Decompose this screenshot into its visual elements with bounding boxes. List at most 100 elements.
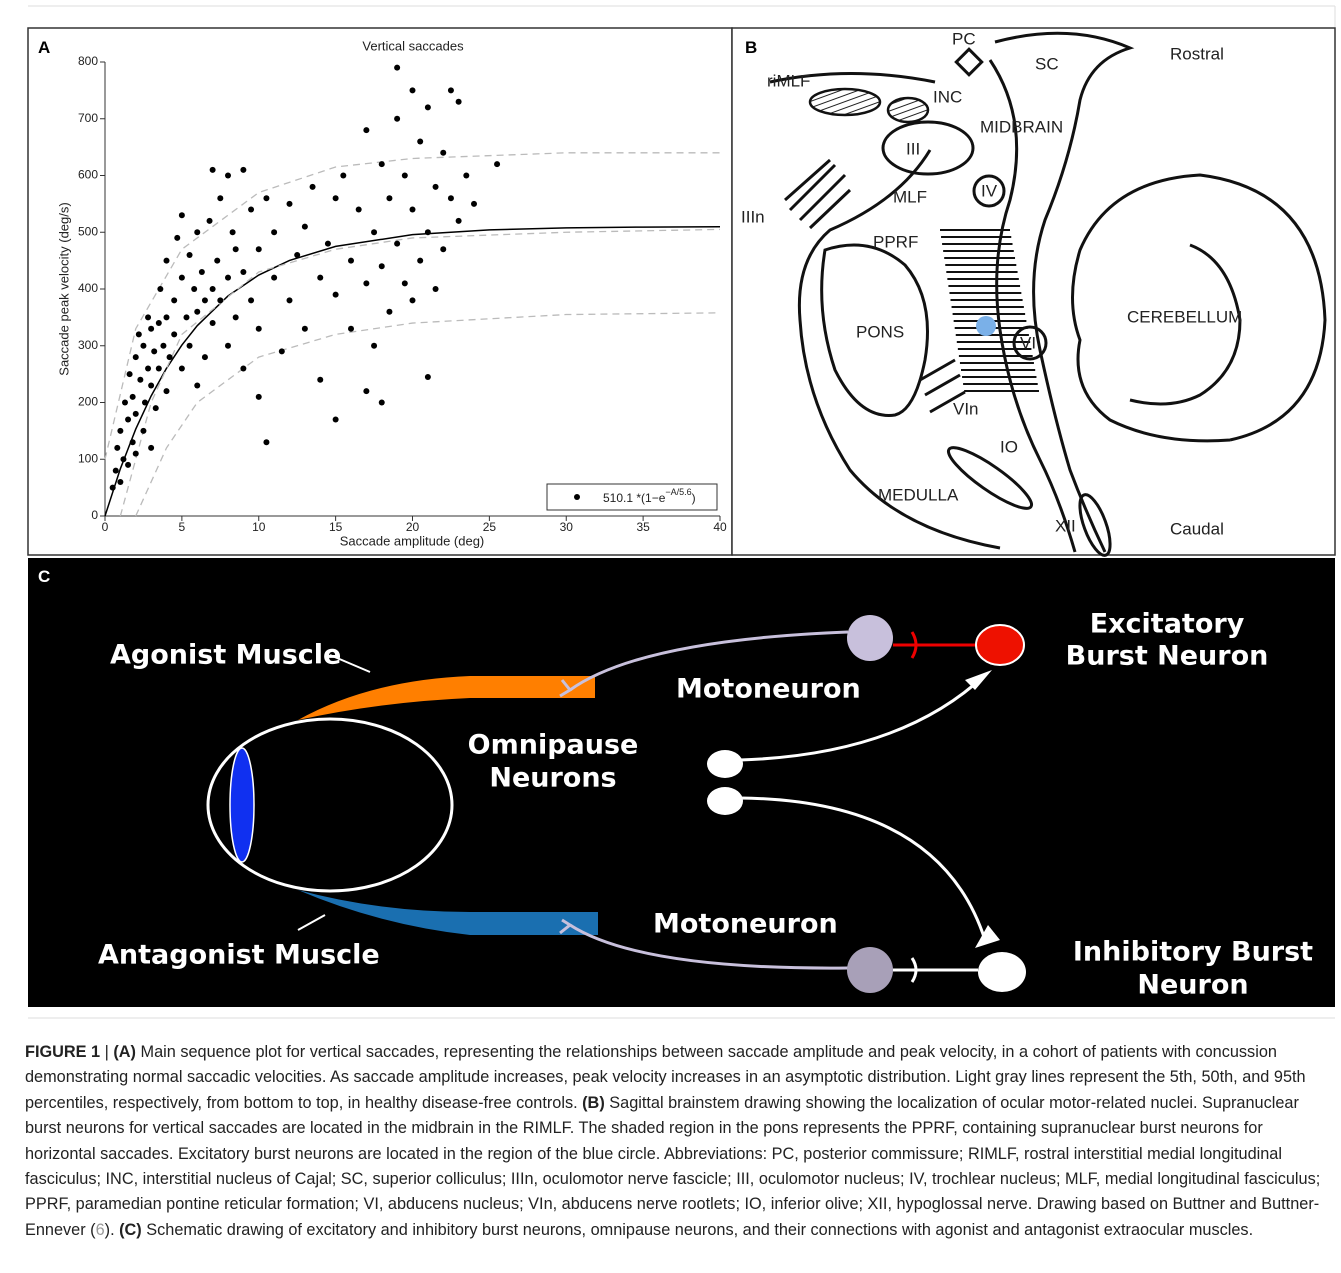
data-point xyxy=(153,405,159,411)
x-tick-label: 30 xyxy=(560,520,574,534)
data-point xyxy=(174,235,180,241)
data-point xyxy=(142,400,148,406)
data-point xyxy=(164,258,170,264)
data-point xyxy=(157,286,163,292)
inhibitory-neuron xyxy=(978,952,1026,992)
legend-base: 510.1 *(1−e xyxy=(603,491,666,505)
caption-run: ). xyxy=(105,1221,119,1239)
data-point xyxy=(256,394,262,400)
data-point xyxy=(140,343,146,349)
data-point xyxy=(494,161,500,167)
data-point xyxy=(233,314,239,320)
data-point xyxy=(156,320,162,326)
data-point xyxy=(202,354,208,360)
legend-close: ) xyxy=(692,491,696,505)
legend-exponent: −A/5.6 xyxy=(665,487,691,497)
label: III xyxy=(906,139,920,158)
data-point xyxy=(130,439,136,445)
label: MEDULLA xyxy=(878,485,959,504)
caption: FIGURE 1 | (A) Main sequence plot for ve… xyxy=(25,1040,1337,1243)
data-point xyxy=(194,382,200,388)
data-point xyxy=(145,365,151,371)
label: VI xyxy=(1020,333,1036,352)
data-point xyxy=(140,428,146,434)
data-point xyxy=(440,150,446,156)
data-point xyxy=(363,127,369,133)
label: PONS xyxy=(856,322,904,341)
data-point xyxy=(164,388,170,394)
caption-run: | xyxy=(100,1043,113,1061)
data-point xyxy=(210,320,216,326)
data-point xyxy=(207,218,213,224)
data-point xyxy=(287,297,293,303)
data-point xyxy=(230,229,236,235)
label: IIIn xyxy=(741,207,765,226)
data-point xyxy=(117,479,123,485)
data-point xyxy=(417,258,423,264)
data-point xyxy=(410,87,416,93)
x-tick-label: 20 xyxy=(406,520,420,534)
data-point xyxy=(120,456,126,462)
caption-run: (B) xyxy=(582,1094,605,1112)
data-point xyxy=(117,428,123,434)
y-axis-label: Saccade peak velocity (deg/s) xyxy=(56,202,71,375)
x-tick-label: 10 xyxy=(252,520,266,534)
data-point xyxy=(425,104,431,110)
data-point xyxy=(379,263,385,269)
data-point xyxy=(340,173,346,179)
data-point xyxy=(148,445,154,451)
data-point xyxy=(113,468,119,474)
x-tick-label: 35 xyxy=(636,520,650,534)
figure-page: { "panel_labels": ["A", "B", "C"], "char… xyxy=(0,0,1341,1273)
label: INC xyxy=(933,87,962,106)
x-tick-label: 5 xyxy=(179,520,186,534)
data-point xyxy=(194,309,200,315)
y-tick-label: 300 xyxy=(78,338,98,352)
data-point xyxy=(171,297,177,303)
data-point xyxy=(302,326,308,332)
data-point xyxy=(456,99,462,105)
data-point xyxy=(217,195,223,201)
label: Omnipause xyxy=(468,730,639,761)
y-tick-label: 0 xyxy=(91,508,98,522)
panel-label: A xyxy=(38,38,50,57)
y-tick-label: 500 xyxy=(78,224,98,238)
omnipause-neuron xyxy=(707,750,743,778)
x-tick-label: 15 xyxy=(329,520,343,534)
x-tick-label: 40 xyxy=(713,520,727,534)
data-point xyxy=(225,173,231,179)
data-point xyxy=(214,258,220,264)
label: CEREBELLUM xyxy=(1127,307,1242,326)
label: PPRF xyxy=(873,232,918,251)
data-point xyxy=(125,462,131,468)
data-point xyxy=(210,286,216,292)
data-point xyxy=(348,258,354,264)
data-point xyxy=(122,400,128,406)
inc-shape xyxy=(888,98,928,122)
data-point xyxy=(317,275,323,281)
data-point xyxy=(463,173,469,179)
data-point xyxy=(371,343,377,349)
data-point xyxy=(302,224,308,230)
data-point xyxy=(425,229,431,235)
data-point xyxy=(160,343,166,349)
data-point xyxy=(110,485,116,491)
data-point xyxy=(348,326,354,332)
label: VIn xyxy=(953,399,979,418)
data-point xyxy=(333,195,339,201)
data-point xyxy=(379,161,385,167)
chart-title: Vertical saccades xyxy=(362,38,464,53)
data-point xyxy=(448,195,454,201)
page: Figure 1 html, body { margin: 0; padding… xyxy=(0,0,1341,1273)
legend-marker xyxy=(574,494,580,500)
data-point xyxy=(137,377,143,383)
data-point xyxy=(248,297,254,303)
data-point xyxy=(317,377,323,383)
label: Neurons xyxy=(489,763,616,794)
data-point xyxy=(310,184,316,190)
blue-circle xyxy=(976,316,996,336)
label: Rostral xyxy=(1170,44,1224,63)
data-point xyxy=(402,280,408,286)
label: MLF xyxy=(893,187,927,206)
